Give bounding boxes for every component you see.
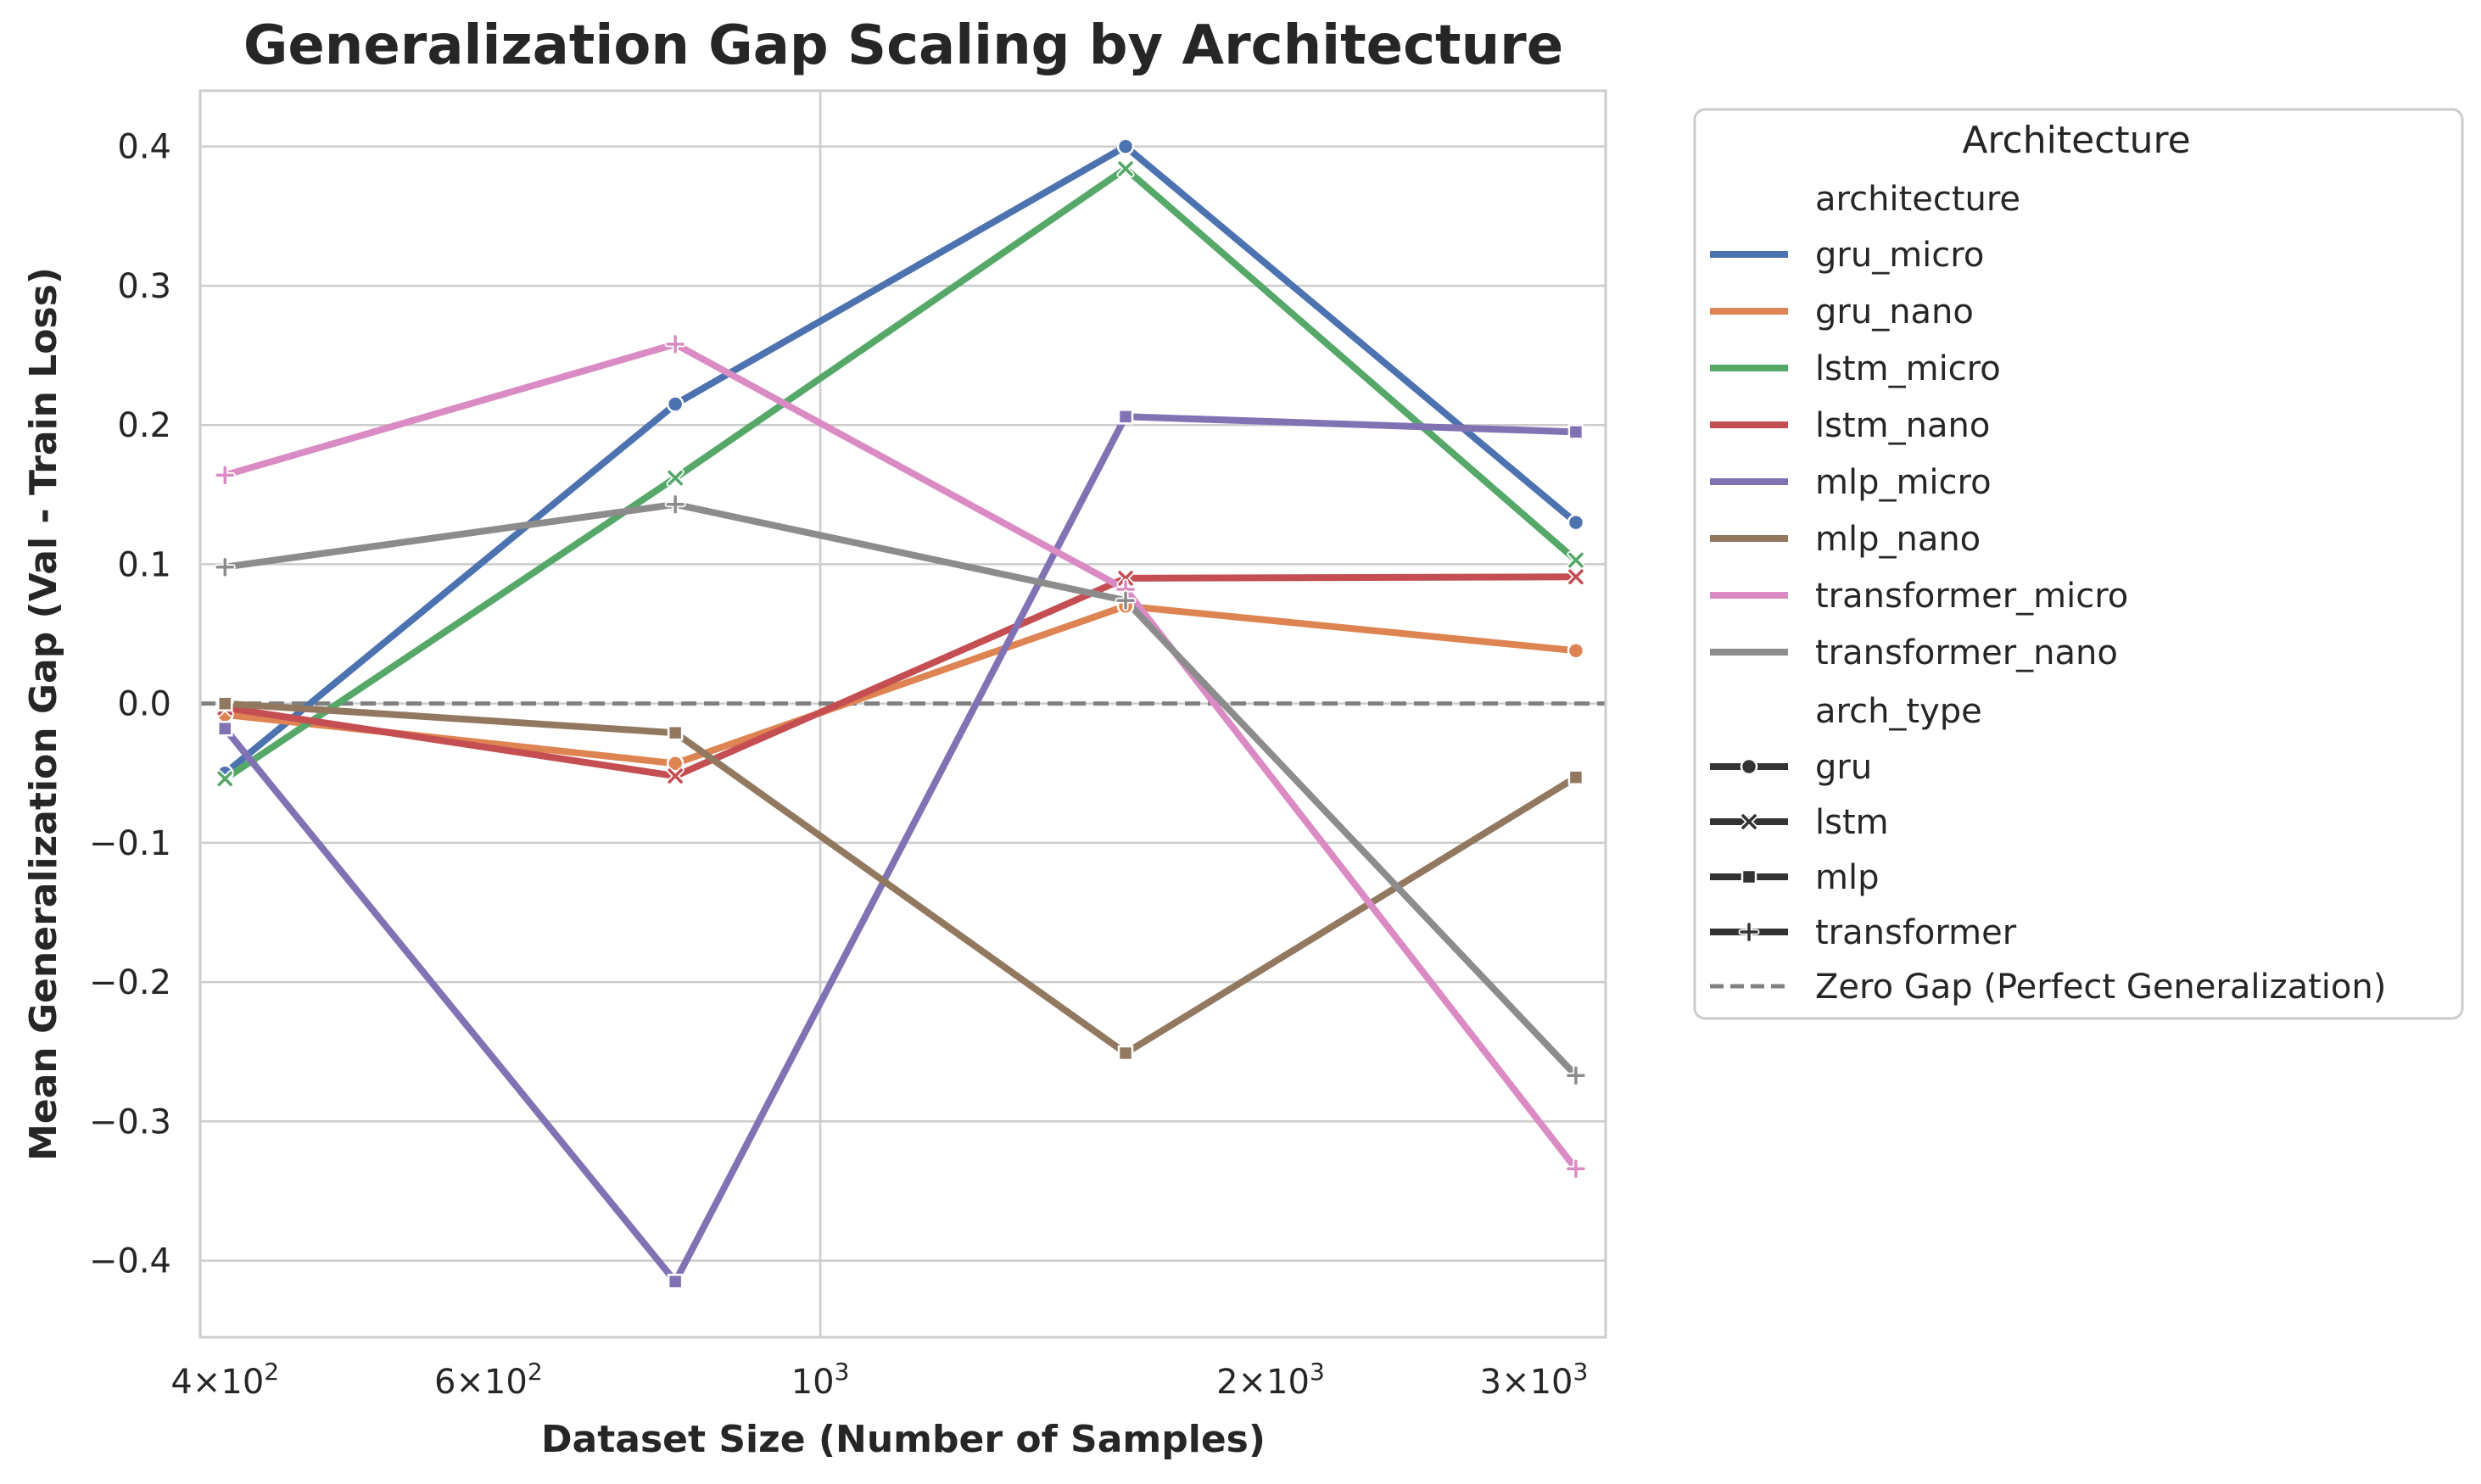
marker-mlp_nano-3200 [1567,769,1584,785]
y-tick-label: 0.2 [117,406,171,445]
legend-style-label-mlp: mlp [1815,858,1879,897]
series-line-lstm_nano [221,573,1579,780]
legend-series-entries: gru_micro gru_nano lstm_micro lstm_nano mlp_… [1710,236,2128,672]
legend-style-label-gru: gru [1815,748,1872,787]
legend-style-entries: gru lstm mlp transformer [1710,748,2017,952]
series-line-mlp_nano [221,700,1579,1057]
y-tick-label: −0.1 [89,824,171,863]
legend-zero-line-label: Zero Gap (Perfect Generalization) [1815,968,2386,1007]
marker-lstm_nano-3200 [1567,567,1585,586]
series-line-gru_micro [221,142,1579,777]
y-tick-label: −0.2 [89,963,171,1002]
marker-lstm_nano-1600 [1116,569,1135,588]
y-tick-label: 0.3 [117,267,171,306]
marker-mlp_micro-3200 [1567,424,1584,440]
legend-style-marker-transformer [1738,921,1760,943]
series-line-mlp_micro [221,413,1579,1286]
marker-lstm_micro-3200 [1567,551,1585,570]
legend-style-marker-gru [1740,757,1758,776]
marker-mlp_nano-800 [667,724,684,741]
legend: Architecture architecture gru_micro gru_n… [1693,108,2464,1020]
series-line-transformer_nano [221,500,1579,1080]
legend-style-label-lstm: lstm [1815,803,1889,842]
y-tick-labels: −0.4 −0.3 −0.2 −0.1 0.0 0.1 0.2 0.3 0.4 [89,128,171,1281]
marker-transformer_nano-800 [664,494,686,516]
x-tick-label: 6×102 [434,1358,543,1402]
legend-title: Architecture [1962,119,2190,162]
marker-gru_nano-800 [666,755,685,773]
marker-transformer_nano-400 [214,556,236,578]
series-line-transformer_micro [221,340,1579,1173]
marker-mlp_micro-400 [217,720,233,737]
marker-gru_micro-800 [666,395,685,413]
x-tick-label: 2×103 [1216,1358,1325,1402]
legend-style-marker-lstm [1740,812,1758,831]
legend-label-gru_micro: gru_micro [1815,236,1984,275]
legend-label-mlp_micro: mlp_micro [1815,463,1992,502]
marker-transformer_nano-3200 [1565,1064,1587,1086]
x-tick-labels: 4×102 6×102 103 2×103 3×103 [170,1358,1588,1402]
x-tick-label: 103 [791,1358,850,1402]
y-tick-label: −0.3 [89,1102,171,1141]
series-line-lstm_micro [221,165,1579,783]
legend-style-label-transformer: transformer [1815,913,2017,952]
marker-lstm_micro-800 [666,469,685,488]
x-axis-label: Dataset Size (Number of Samples) [541,1418,1266,1461]
legend-frame [1693,108,2464,1020]
series-layer [221,142,1579,1286]
y-tick-label: 0.0 [117,685,171,724]
legend-style-marker-mlp [1741,868,1757,885]
marker-gru_micro-3200 [1567,513,1585,532]
y-axis-label: Mean Generalization Gap (Val - Train Los… [22,267,65,1161]
marker-lstm_micro-400 [215,769,234,788]
marker-lstm_nano-800 [666,767,685,785]
legend-style-header: arch_type [1815,692,1982,731]
y-tick-label: 0.4 [117,128,171,167]
y-tick-label: −0.4 [89,1242,171,1281]
marker-transformer_micro-800 [664,333,686,355]
marker-transformer_nano-1600 [1115,589,1137,611]
y-tick-label: 0.1 [117,545,171,584]
marker-lstm_micro-1600 [1116,159,1135,178]
marker-mlp_micro-800 [667,1274,684,1290]
marker-layer [214,137,1587,1290]
marker-transformer_micro-400 [214,464,236,486]
x-tick-label: 3×103 [1480,1358,1589,1402]
plot-frame [198,89,1607,1339]
marker-transformer_micro-3200 [1565,1158,1587,1180]
legend-label-transformer_micro: transformer_micro [1815,577,2128,616]
legend-label-lstm_nano: lstm_nano [1815,406,1990,445]
marker-mlp_nano-400 [217,695,233,711]
legend-label-gru_nano: gru_nano [1815,293,1974,332]
marker-gru_nano-3200 [1567,642,1585,660]
marker-gru_micro-1600 [1116,137,1135,155]
marker-mlp_micro-1600 [1117,409,1134,425]
legend-label-mlp_nano: mlp_nano [1815,520,1981,559]
marker-mlp_nano-1600 [1117,1045,1134,1062]
legend-label-lstm_micro: lstm_micro [1815,349,2001,388]
chart-title: Generalization Gap Scaling by Architectu… [243,14,1563,77]
x-tick-label: 4×102 [170,1358,279,1402]
legend-label-transformer_nano: transformer_nano [1815,633,2118,672]
legend-hue-header: architecture [1815,180,2020,219]
